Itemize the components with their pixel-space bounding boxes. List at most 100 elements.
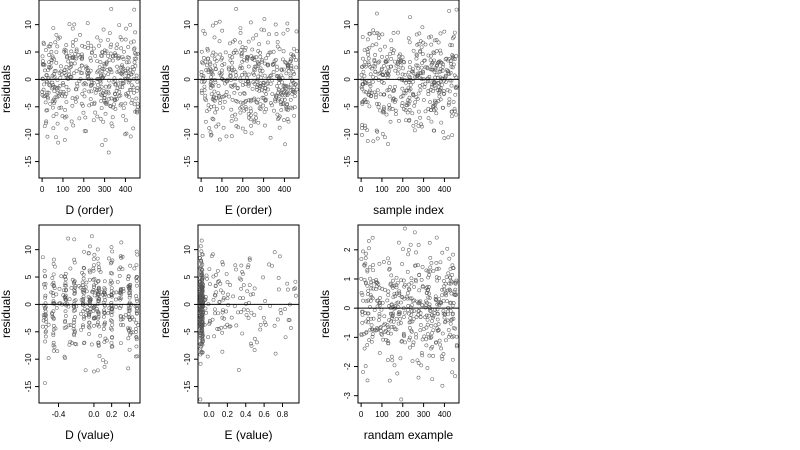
data-point [56, 140, 61, 145]
data-point [382, 110, 387, 115]
data-point [220, 310, 225, 315]
data-point [436, 328, 441, 333]
data-point [414, 120, 419, 124]
data-point [407, 65, 412, 70]
data-point [414, 335, 419, 340]
data-point [207, 107, 212, 112]
data-point [243, 130, 248, 134]
data-point [256, 61, 261, 66]
data-point [258, 54, 263, 59]
data-point [424, 303, 428, 308]
data-point [379, 328, 383, 333]
data-point [109, 313, 114, 318]
data-point [393, 84, 397, 89]
data-point [434, 235, 439, 240]
data-point [293, 82, 297, 87]
data-point [407, 287, 412, 292]
data-point [95, 35, 100, 40]
data-point [431, 105, 436, 109]
data-point [51, 257, 56, 262]
data-point [82, 291, 86, 295]
data-point [220, 68, 224, 73]
data-point [67, 22, 72, 27]
data-point [243, 82, 248, 87]
data-point [93, 315, 98, 320]
data-point [225, 322, 230, 327]
data-point [279, 91, 284, 96]
data-point [378, 71, 382, 75]
data-point [235, 85, 240, 90]
data-point [132, 7, 137, 12]
data-point [203, 59, 208, 64]
data-point [95, 114, 100, 119]
data-point [367, 246, 371, 251]
data-point [386, 325, 390, 330]
data-point [414, 279, 418, 284]
data-point [366, 52, 371, 57]
data-point [280, 102, 285, 107]
data-point [396, 71, 400, 76]
data-point [104, 89, 109, 94]
data-point [368, 72, 373, 77]
data-point [281, 31, 286, 36]
data-point [393, 108, 398, 113]
x-axis-label: E (value) [224, 428, 272, 442]
data-point [426, 76, 431, 81]
data-point [98, 80, 103, 85]
data-point [436, 266, 441, 271]
data-point [450, 311, 455, 316]
data-point [128, 22, 133, 27]
data-point [408, 296, 413, 301]
data-point [363, 100, 368, 104]
data-point [245, 55, 250, 59]
data-point [251, 36, 256, 41]
data-point [448, 278, 453, 283]
data-point [231, 50, 236, 55]
data-point [401, 278, 406, 283]
data-point [367, 338, 372, 343]
points-group [359, 7, 459, 146]
data-point [62, 354, 67, 359]
data-point [454, 278, 459, 283]
data-point [258, 327, 263, 332]
data-point [118, 78, 123, 83]
data-point [363, 364, 368, 369]
data-point [446, 309, 450, 314]
data-point [246, 263, 251, 268]
data-point [91, 277, 96, 282]
data-point [109, 7, 114, 11]
data-point [415, 53, 419, 58]
data-point [267, 32, 271, 37]
data-point [424, 299, 428, 304]
data-point [412, 103, 417, 108]
data-point [453, 374, 458, 379]
data-point [218, 97, 223, 102]
data-point [203, 93, 208, 98]
data-point [133, 109, 138, 114]
data-point [43, 330, 48, 335]
data-point [204, 68, 209, 72]
data-point [218, 281, 223, 286]
y-tick-label: -5 [183, 328, 192, 336]
data-point [415, 97, 420, 101]
data-point [45, 94, 50, 99]
data-point [262, 89, 267, 94]
points-group [199, 7, 299, 147]
data-point [121, 106, 126, 111]
data-point [366, 50, 370, 54]
data-point [64, 114, 69, 119]
data-point [441, 309, 446, 313]
data-point [200, 252, 205, 257]
data-point [376, 298, 380, 303]
data-point [389, 331, 393, 336]
data-point [92, 252, 97, 257]
data-point [375, 136, 380, 141]
points-group [197, 238, 298, 402]
data-point [252, 118, 257, 123]
data-point [243, 105, 248, 109]
data-point [412, 128, 417, 133]
data-point [408, 316, 413, 321]
data-point [401, 333, 406, 338]
data-point [398, 63, 403, 68]
data-point [414, 315, 419, 319]
